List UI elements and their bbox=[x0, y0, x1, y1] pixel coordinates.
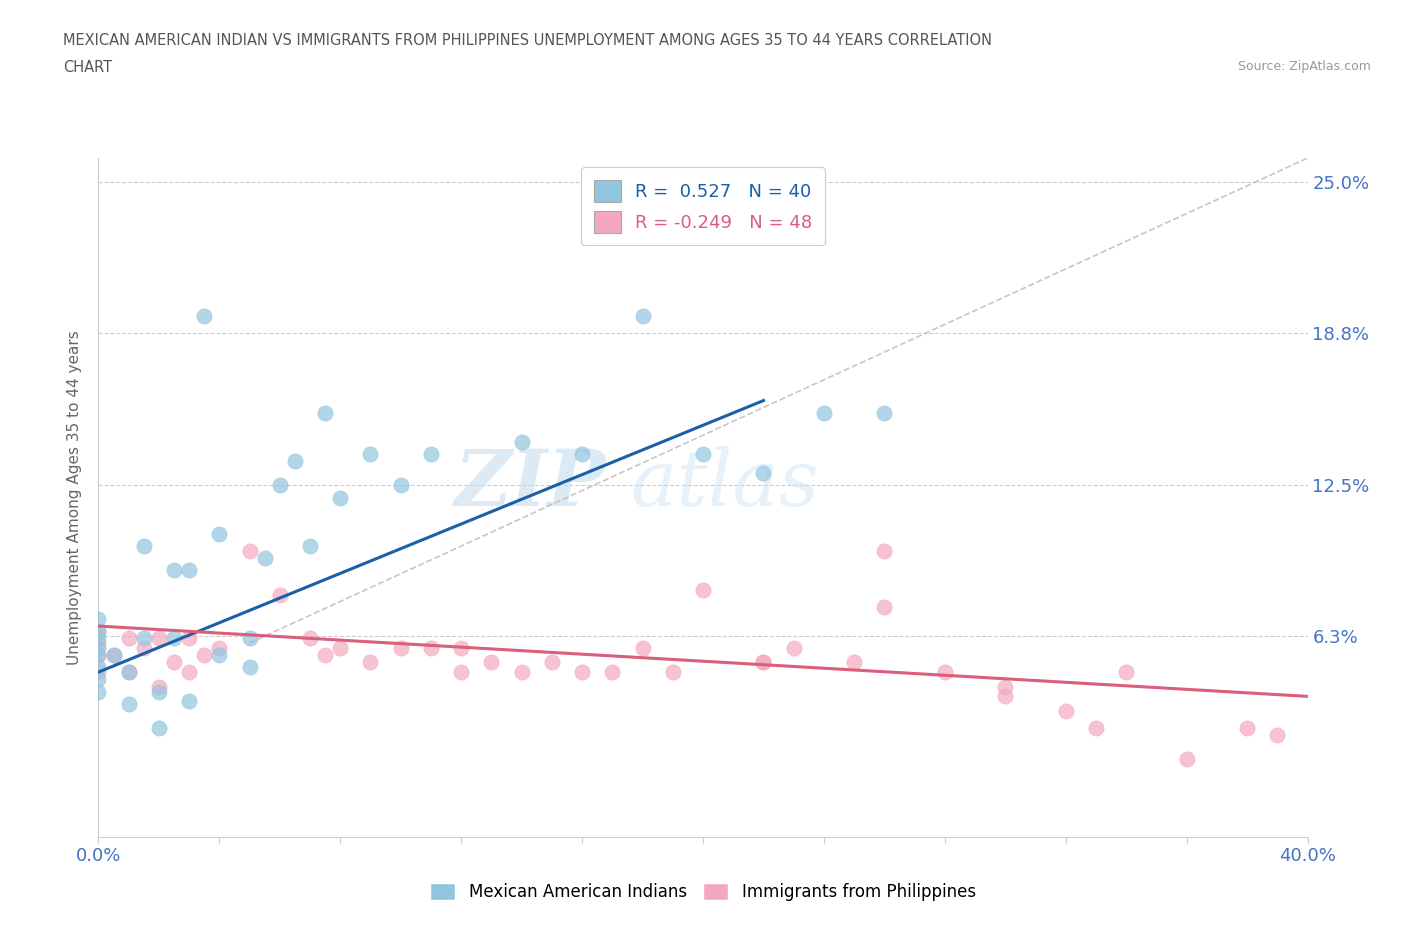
Point bbox=[813, 405, 835, 420]
Text: ZIP: ZIP bbox=[454, 445, 606, 523]
Point bbox=[329, 641, 352, 656]
Point bbox=[179, 631, 201, 645]
Point bbox=[360, 655, 382, 670]
Point bbox=[450, 641, 472, 656]
Point bbox=[87, 631, 110, 645]
Point bbox=[87, 647, 110, 662]
Point bbox=[873, 405, 896, 420]
Point bbox=[692, 582, 714, 597]
Point bbox=[571, 665, 593, 680]
Point bbox=[602, 665, 624, 680]
Point bbox=[510, 665, 533, 680]
Point bbox=[148, 679, 170, 694]
Point bbox=[450, 665, 472, 680]
Point bbox=[1267, 728, 1289, 743]
Point bbox=[87, 647, 110, 662]
Y-axis label: Unemployment Among Ages 35 to 44 years: Unemployment Among Ages 35 to 44 years bbox=[67, 330, 83, 665]
Point bbox=[389, 478, 412, 493]
Point bbox=[571, 446, 593, 461]
Point bbox=[329, 490, 352, 505]
Point bbox=[132, 631, 155, 645]
Point bbox=[269, 478, 291, 493]
Point bbox=[103, 647, 125, 662]
Point bbox=[299, 538, 322, 553]
Point bbox=[118, 665, 141, 680]
Point bbox=[389, 641, 412, 656]
Point bbox=[873, 599, 896, 614]
Text: CHART: CHART bbox=[63, 60, 112, 75]
Point bbox=[284, 454, 307, 469]
Point bbox=[1054, 703, 1077, 718]
Point bbox=[481, 655, 503, 670]
Point bbox=[87, 623, 110, 638]
Point bbox=[118, 697, 141, 711]
Point bbox=[631, 641, 654, 656]
Point bbox=[87, 660, 110, 675]
Point bbox=[510, 434, 533, 449]
Point bbox=[253, 551, 276, 565]
Point bbox=[179, 563, 201, 578]
Point bbox=[87, 665, 110, 680]
Point bbox=[148, 631, 170, 645]
Point bbox=[994, 689, 1017, 704]
Point bbox=[179, 694, 201, 709]
Point bbox=[1175, 752, 1198, 767]
Point bbox=[692, 446, 714, 461]
Point bbox=[420, 446, 443, 461]
Point bbox=[87, 611, 110, 626]
Point bbox=[87, 641, 110, 656]
Point bbox=[208, 526, 231, 541]
Point bbox=[87, 684, 110, 699]
Point bbox=[783, 641, 806, 656]
Point bbox=[163, 631, 186, 645]
Point bbox=[118, 631, 141, 645]
Point bbox=[934, 665, 956, 680]
Point bbox=[239, 660, 262, 675]
Point bbox=[163, 655, 186, 670]
Point bbox=[208, 647, 231, 662]
Point bbox=[752, 466, 775, 481]
Point bbox=[662, 665, 685, 680]
Point bbox=[844, 655, 866, 670]
Point bbox=[193, 647, 215, 662]
Point bbox=[752, 655, 775, 670]
Point bbox=[118, 665, 141, 680]
Text: atlas: atlas bbox=[630, 445, 820, 522]
Point bbox=[994, 679, 1017, 694]
Point bbox=[132, 641, 155, 656]
Point bbox=[269, 587, 291, 602]
Point bbox=[87, 672, 110, 687]
Point bbox=[299, 631, 322, 645]
Point bbox=[314, 405, 336, 420]
Point bbox=[239, 543, 262, 558]
Point bbox=[314, 647, 336, 662]
Point bbox=[103, 647, 125, 662]
Point bbox=[87, 635, 110, 650]
Point bbox=[360, 446, 382, 461]
Point bbox=[1115, 665, 1137, 680]
Point bbox=[87, 623, 110, 638]
Point bbox=[179, 665, 201, 680]
Text: MEXICAN AMERICAN INDIAN VS IMMIGRANTS FROM PHILIPPINES UNEMPLOYMENT AMONG AGES 3: MEXICAN AMERICAN INDIAN VS IMMIGRANTS FR… bbox=[63, 33, 993, 47]
Point bbox=[163, 563, 186, 578]
Point bbox=[752, 655, 775, 670]
Point bbox=[873, 543, 896, 558]
Point bbox=[132, 538, 155, 553]
Legend: R =  0.527   N = 40, R = -0.249   N = 48: R = 0.527 N = 40, R = -0.249 N = 48 bbox=[581, 167, 825, 246]
Point bbox=[1085, 721, 1108, 736]
Point bbox=[208, 641, 231, 656]
Point bbox=[239, 631, 262, 645]
Point bbox=[631, 308, 654, 323]
Point bbox=[193, 308, 215, 323]
Point bbox=[148, 721, 170, 736]
Point bbox=[148, 684, 170, 699]
Point bbox=[540, 655, 562, 670]
Point bbox=[420, 641, 443, 656]
Text: Source: ZipAtlas.com: Source: ZipAtlas.com bbox=[1237, 60, 1371, 73]
Point bbox=[1236, 721, 1258, 736]
Legend: Mexican American Indians, Immigrants from Philippines: Mexican American Indians, Immigrants fro… bbox=[423, 876, 983, 908]
